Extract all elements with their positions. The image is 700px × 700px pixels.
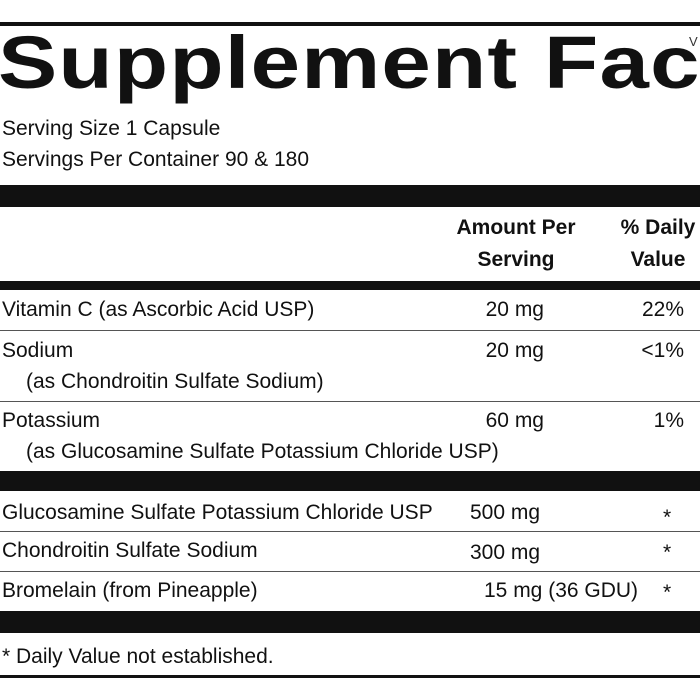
ingredient-dv: *: [663, 581, 672, 604]
nutrient-dv: 22%: [641, 298, 684, 321]
dv-header-line1: % Daily: [620, 216, 696, 239]
servings-per-container: Servings Per Container 90 & 180: [2, 148, 310, 171]
amount-header-line2: Serving: [477, 248, 555, 271]
top-border: [0, 22, 700, 26]
row-divider: [0, 330, 700, 331]
thick-divider-1: [0, 185, 700, 207]
row-divider: [0, 531, 700, 532]
nutrient-amount: 60 mg: [485, 409, 544, 432]
nutrient-name: Vitamin C (as Ascorbic Acid USP): [2, 298, 315, 321]
nutrient-name: Sodium: [2, 339, 74, 362]
amount-header-line1: Amount Per: [456, 216, 576, 239]
nutrient-amount: 20 mg: [485, 339, 544, 362]
ingredient-name: Glucosamine Sulfate Potassium Chloride U…: [2, 501, 433, 524]
serving-size: Serving Size 1 Capsule: [2, 117, 221, 140]
bottom-border: [0, 675, 700, 678]
nutrient-source: (as Glucosamine Sulfate Potassium Chlori…: [26, 440, 499, 463]
nutrient-name: Potassium: [2, 409, 101, 432]
row-divider: [0, 571, 700, 572]
nutrient-amount: 20 mg: [485, 298, 544, 321]
ingredient-dv: *: [663, 541, 672, 564]
ingredient-amount: 500 mg: [470, 501, 541, 524]
corner-mark: V: [689, 34, 698, 49]
thick-divider-2: [0, 471, 700, 491]
ingredient-dv: *: [663, 506, 672, 529]
thick-divider-3: [0, 611, 700, 633]
row-divider: [0, 401, 700, 402]
panel-title: Supplement Facts: [0, 21, 700, 104]
ingredient-amount: 300 mg: [470, 541, 541, 564]
nutrient-source: (as Chondroitin Sulfate Sodium): [26, 370, 324, 393]
ingredient-name: Chondroitin Sulfate Sodium: [2, 539, 258, 562]
dv-header-line2: Value: [630, 248, 686, 271]
footnote: * Daily Value not established.: [2, 645, 274, 668]
ingredient-name: Bromelain (from Pineapple): [2, 579, 258, 602]
nutrient-dv: 1%: [653, 409, 684, 432]
header-divider: [0, 281, 700, 290]
ingredient-amount: 15 mg (36 GDU): [484, 579, 639, 602]
nutrient-dv: <1%: [641, 339, 684, 362]
